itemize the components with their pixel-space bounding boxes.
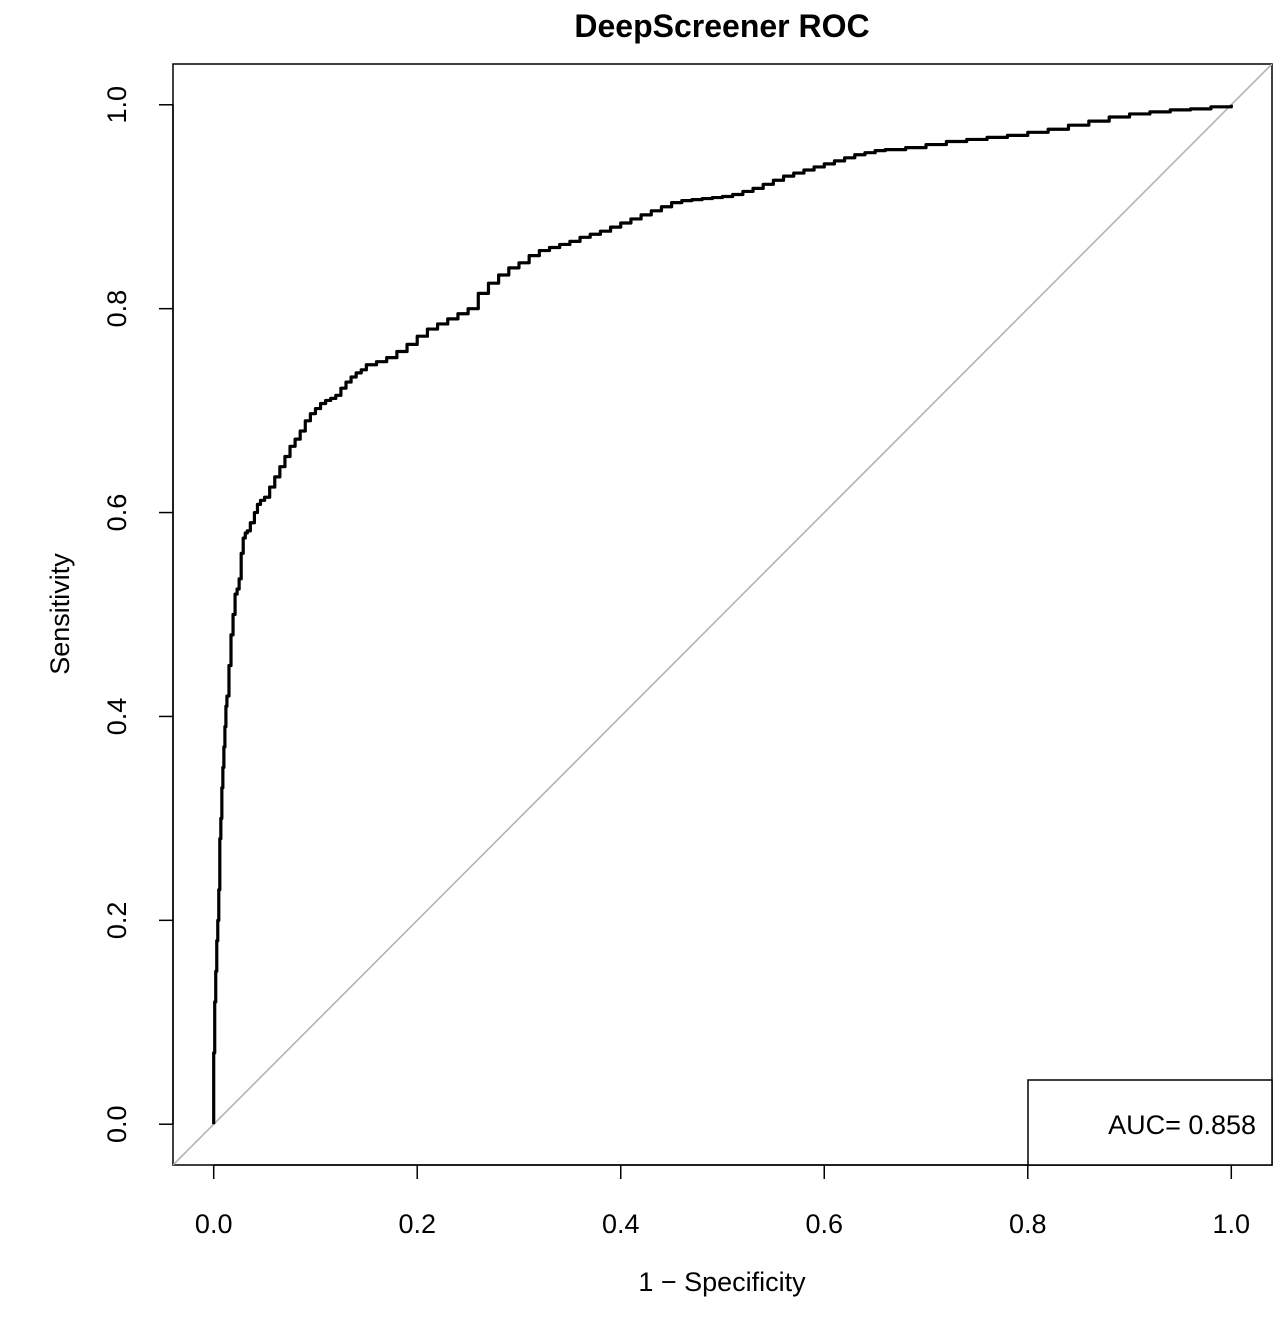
x-axis: 0.0 0.2 0.4 0.6 0.8 1.0 (195, 1164, 1251, 1239)
x-axis-label: 1 − Specificity (638, 1267, 806, 1297)
chart-title: DeepScreener ROC (574, 8, 869, 44)
x-tick-label: 0.4 (602, 1209, 640, 1239)
y-tick-label: 1.0 (102, 86, 132, 124)
x-tick-label: 0.8 (1009, 1209, 1047, 1239)
legend-box (1027, 1079, 1273, 1166)
y-axis-label: Sensitivity (45, 553, 75, 675)
y-tick-label: 0.4 (102, 698, 132, 736)
y-tick-label: 0.8 (102, 290, 132, 328)
x-tick-label: 0.0 (195, 1209, 233, 1239)
x-tick-label: 1.0 (1213, 1209, 1251, 1239)
reference-diagonal-line (173, 64, 1272, 1165)
y-tick-label: 0.6 (102, 494, 132, 532)
legend: AUC= 0.858 (1027, 1079, 1273, 1166)
x-tick-label: 0.6 (805, 1209, 843, 1239)
legend-auc-text: AUC= 0.858 (1108, 1110, 1256, 1140)
roc-curve-line (212, 104, 1233, 1125)
x-tick-label: 0.2 (398, 1209, 436, 1239)
y-axis: 0.0 0.2 0.4 0.6 0.8 1.0 (102, 86, 174, 1143)
y-tick-label: 0.2 (102, 902, 132, 940)
y-tick-label: 0.0 (102, 1105, 132, 1143)
